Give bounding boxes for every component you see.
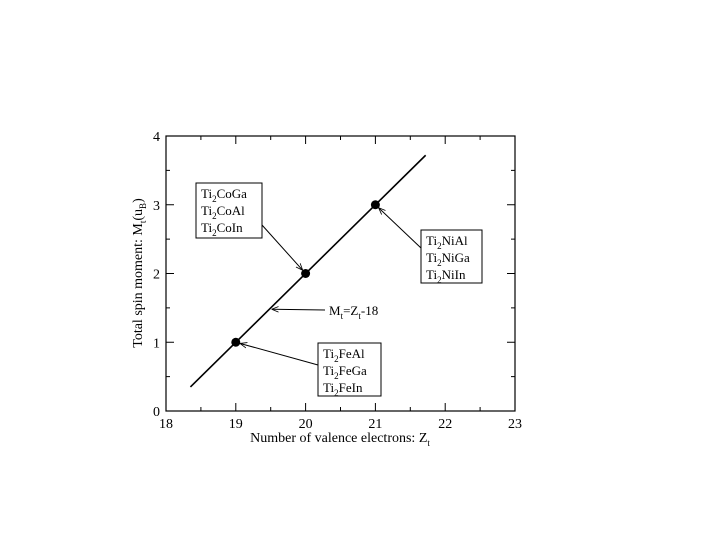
annotation-box [317,342,382,397]
annotation-line: Ti2FeIn [323,380,363,398]
x-tick-label: 19 [229,417,243,432]
x-tick-label: 20 [299,417,313,432]
annotation-line: Ti2CoIn [201,220,243,238]
y-tick-label: 1 [153,336,160,351]
annotation-box [420,229,483,284]
axis-ticks [165,135,516,412]
y-axis-title: Total spin moment: Mt(uB) [131,198,148,348]
annotation-line: Ti2NiGa [426,250,470,268]
annotation-arrow [379,208,422,249]
annotation-line: Ti2FeGa [323,363,367,381]
formula-annotation: Mt=Zt-18 [272,303,378,321]
data-point [301,269,311,278]
x-tick-label: 21 [368,417,382,432]
annotation-line: Ti2NiAl [426,233,468,251]
annotation-arrow [261,224,302,270]
formula-label: Mt=Zt-18 [329,303,378,321]
annotation-line: Ti2FeAl [323,346,365,364]
x-tick-label: 23 [508,417,522,432]
annotation-line: Ti2CoGa [201,186,247,204]
x-tick-label: 18 [159,417,173,432]
annotation-arrow [241,344,319,366]
y-tick-label: 3 [153,199,160,214]
y-tick-label: 2 [153,268,160,283]
data-points [231,200,380,347]
x-tick-label: 22 [438,417,452,432]
data-point [370,200,380,210]
formula-arrow [272,309,326,310]
annotation-box [195,182,263,239]
annotation-line: Ti2NiIn [426,267,466,285]
y-tick-label: 0 [153,405,160,420]
x-axis-title: Number of valence electrons: Zt [250,431,430,448]
data-point [231,337,241,347]
y-tick-label: 4 [153,130,160,145]
annotation-line: Ti2CoAl [201,203,245,221]
